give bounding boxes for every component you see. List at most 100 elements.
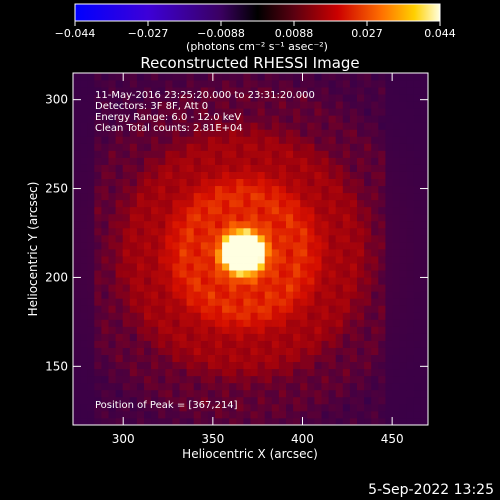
heatmap-cell: [73, 108, 81, 116]
heatmap-cell: [222, 333, 230, 341]
heatmap-cell: [371, 410, 379, 419]
heatmap-cell: [215, 396, 223, 405]
heatmap-cell: [413, 417, 422, 426]
heatmap-cell: [87, 122, 95, 130]
heatmap-cell: [215, 178, 223, 187]
heatmap-cell: [300, 361, 308, 370]
heatmap-cell: [80, 270, 88, 278]
heatmap-cell: [172, 185, 180, 194]
heatmap-cell: [392, 396, 400, 405]
heatmap-cell: [80, 108, 88, 116]
y-tick-label: 150: [45, 359, 68, 373]
heatmap-cell: [385, 122, 393, 130]
heatmap-cell: [94, 94, 102, 102]
heatmap-cell: [293, 199, 301, 208]
heatmap-cell: [335, 284, 344, 292]
heatmap-cell: [80, 234, 88, 243]
colorbar-ticks: −0.044 −0.027 −0.0088 0.0088 0.027 0.044: [55, 21, 456, 40]
heatmap-cell: [144, 326, 152, 334]
heatmap-cell: [165, 87, 173, 95]
heatmap-cell: [80, 101, 88, 109]
heatmap-cell: [144, 270, 152, 278]
heatmap-cell: [321, 277, 329, 285]
heatmap-cell: [335, 270, 344, 278]
heatmap-cell: [236, 206, 244, 215]
heatmap-cell: [215, 291, 223, 299]
heatmap-cell: [87, 101, 95, 109]
heatmap-cell: [321, 291, 329, 299]
heatmap-cell: [165, 157, 173, 165]
heatmap-cell: [264, 298, 273, 306]
heatmap-cell: [392, 403, 400, 412]
heatmap-cell: [257, 396, 266, 405]
heatmap-cell: [257, 108, 266, 116]
heatmap-cell: [399, 213, 408, 222]
heatmap-cell: [87, 263, 95, 271]
heatmap-cell: [158, 249, 166, 257]
heatmap-cell: [392, 157, 400, 165]
heatmap-cell: [222, 361, 230, 370]
heatmap-cell: [321, 171, 329, 179]
heatmap-cell: [115, 122, 124, 130]
heatmap-cell: [158, 129, 166, 137]
heatmap-cell: [144, 263, 152, 271]
heatmap-cell: [243, 375, 251, 384]
heatmap-cell: [115, 171, 124, 179]
heatmap-cell: [129, 73, 138, 81]
heatmap-cell: [193, 122, 202, 130]
heatmap-cell: [307, 389, 315, 398]
heatmap-cell: [222, 171, 230, 179]
heatmap-cell: [357, 164, 365, 172]
heatmap-cell: [179, 291, 187, 299]
heatmap-cell: [314, 171, 322, 179]
heatmap-cell: [115, 227, 124, 236]
heatmap-cell: [314, 319, 322, 327]
heatmap-cell: [278, 171, 287, 179]
heatmap-cell: [392, 312, 400, 320]
heatmap-cell: [200, 157, 209, 165]
heatmap-cell: [129, 375, 138, 384]
heatmap-cell: [335, 192, 344, 201]
heatmap-cell: [399, 73, 408, 81]
heatmap-cell: [165, 382, 173, 391]
heatmap-cell: [186, 396, 195, 405]
heatmap-cell: [129, 354, 138, 363]
heatmap-cell: [101, 298, 109, 306]
heatmap-cell: [300, 94, 308, 102]
heatmap-cell: [229, 80, 237, 88]
heatmap-cell: [229, 73, 237, 81]
heatmap-cell: [349, 305, 358, 313]
heatmap-cell: [307, 178, 315, 187]
heatmap-cell: [406, 115, 415, 123]
heatmap-cell: [200, 87, 209, 95]
heatmap-cell: [321, 185, 329, 194]
heatmap-cell: [129, 115, 138, 123]
heatmap-cell: [207, 213, 216, 222]
heatmap-cell: [136, 115, 145, 123]
heatmap-cell: [413, 164, 422, 172]
heatmap-cell: [215, 249, 223, 257]
heatmap-cell: [144, 108, 152, 116]
heatmap-cell: [257, 199, 266, 208]
heatmap-cell: [420, 410, 429, 419]
heatmap-cell: [236, 410, 244, 419]
heatmap-cell: [94, 284, 102, 292]
heatmap-cell: [264, 199, 273, 208]
heatmap-cell: [286, 333, 294, 341]
heatmap-cell: [115, 368, 124, 377]
heatmap-cell: [371, 382, 379, 391]
heatmap-cell: [321, 396, 329, 405]
heatmap-cell: [271, 150, 280, 158]
heatmap-cell: [264, 206, 273, 215]
heatmap-cell: [335, 234, 344, 243]
heatmap-cell: [293, 122, 301, 130]
heatmap-cell: [357, 298, 365, 306]
heatmap-cell: [236, 185, 244, 194]
heatmap-cell: [165, 305, 173, 313]
heatmap-cell: [136, 270, 145, 278]
heatmap-cell: [271, 361, 280, 370]
heatmap-cell: [80, 361, 88, 370]
heatmap-cell: [357, 171, 365, 179]
heatmap-cell: [144, 291, 152, 299]
heatmap-cell: [144, 410, 152, 419]
